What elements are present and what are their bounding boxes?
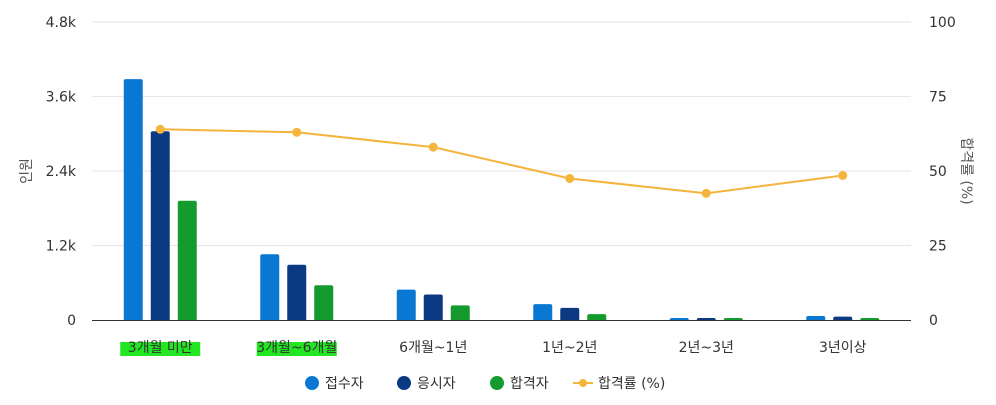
legend-label: 응시자 (417, 376, 456, 392)
category-highlight (256, 342, 337, 356)
rate-point[interactable] (701, 188, 711, 198)
legend-item[interactable]: 응시자 (397, 376, 456, 392)
right-tick-label: 0 (929, 313, 938, 329)
left-tick-label: 1.2k (46, 239, 77, 255)
bar[interactable] (123, 79, 143, 320)
bar[interactable] (450, 305, 470, 320)
bar[interactable] (669, 318, 689, 320)
rate-point[interactable] (292, 127, 302, 137)
bar[interactable] (696, 318, 716, 320)
category-label: 3년이상 (819, 340, 867, 356)
bar[interactable] (533, 304, 553, 320)
bar[interactable] (423, 294, 443, 320)
legend-marker-icon (305, 376, 319, 390)
category-label: 3개월~6개월 (256, 340, 337, 356)
category-highlights (120, 342, 337, 356)
left-axis-ticks: 0 1.2k 2.4k 3.6k 4.8k (46, 15, 77, 329)
category-label: 1년~2년 (542, 340, 597, 356)
right-tick-label: 25 (929, 239, 947, 255)
legend-marker-icon (397, 376, 411, 390)
rate-point[interactable] (838, 170, 848, 180)
right-axis-title: 합격률 (%) (958, 137, 974, 204)
category-label: 3개월 미만 (128, 340, 193, 356)
left-axis-title: 인원 (19, 158, 35, 184)
legend-item[interactable]: 접수자 (305, 376, 364, 392)
bar[interactable] (314, 285, 334, 320)
category-label: 6개월~1년 (399, 340, 467, 356)
legend[interactable]: 접수자 응시자 합격자 합격률 (%) (305, 376, 665, 392)
right-tick-label: 75 (929, 90, 947, 106)
bar[interactable] (560, 307, 580, 320)
left-tick-label: 0 (67, 313, 76, 329)
bars (123, 79, 880, 320)
bar[interactable] (723, 318, 743, 320)
bar[interactable] (806, 315, 826, 320)
left-tick-label: 4.8k (46, 15, 77, 31)
bar[interactable] (860, 318, 880, 320)
legend-label: 합격률 (%) (598, 376, 665, 392)
rate-point[interactable] (155, 124, 165, 134)
bar[interactable] (287, 264, 307, 320)
legend-label: 접수자 (325, 376, 364, 392)
rate-line (160, 128, 843, 195)
right-tick-label: 100 (929, 15, 956, 31)
rate-line-series (155, 124, 848, 198)
bar[interactable] (833, 316, 853, 320)
gridlines (92, 21, 911, 246)
bar[interactable] (150, 131, 170, 320)
bar[interactable] (260, 254, 280, 320)
category-highlight (120, 342, 201, 356)
right-axis-ticks: 0 25 50 75 100 (929, 15, 956, 329)
left-tick-label: 2.4k (46, 164, 77, 180)
rate-point[interactable] (565, 173, 575, 183)
legend-item[interactable]: 합격자 (490, 376, 549, 392)
x-axis-tick-labels: 3개월 미만 3개월~6개월 6개월~1년 1년~2년 2년~3년 3년이상 (128, 340, 867, 356)
right-tick-label: 50 (929, 164, 947, 180)
bar[interactable] (587, 314, 607, 320)
bar[interactable] (396, 289, 416, 320)
legend-marker-icon (490, 376, 504, 390)
legend-marker-icon (579, 379, 587, 387)
rate-point[interactable] (428, 142, 438, 152)
legend-label: 합격자 (510, 376, 549, 392)
legend-item[interactable]: 합격률 (%) (573, 376, 665, 392)
bar[interactable] (177, 200, 197, 320)
category-label: 2년~3년 (679, 340, 734, 356)
left-tick-label: 3.6k (46, 90, 77, 106)
